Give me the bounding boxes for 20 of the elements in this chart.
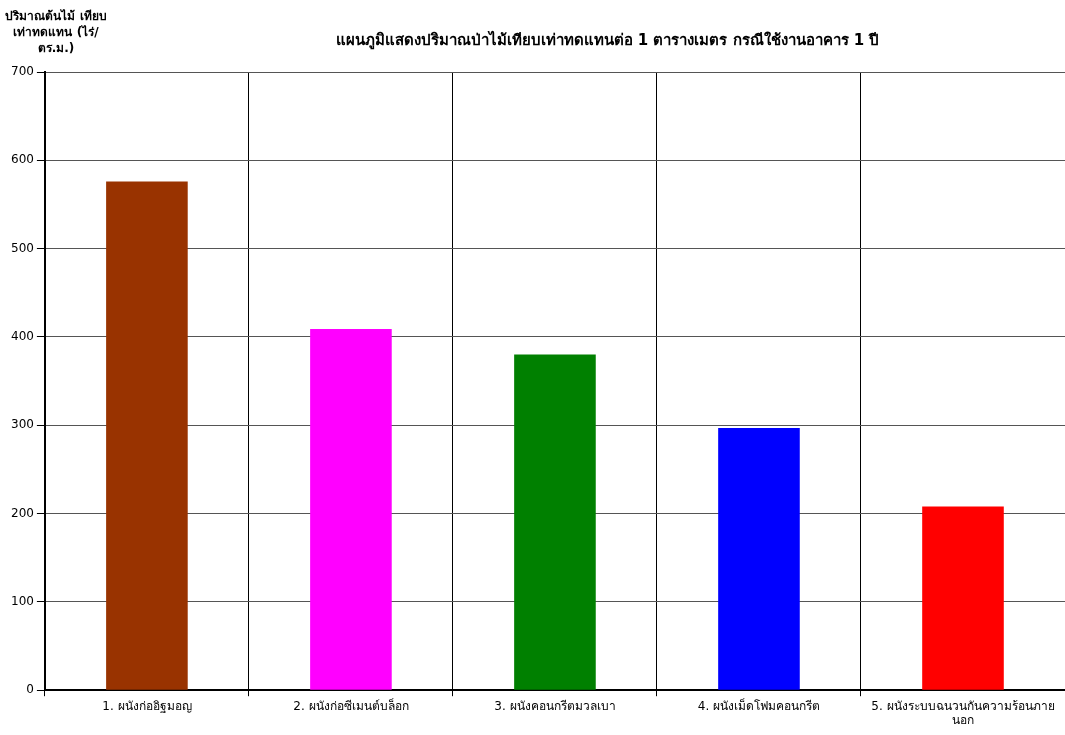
chart-title: แผนภูมิแสดงปริมาณป่าไม้เทียบเท่าทดแทนต่อ 1 ตารางเมตร กรณีใช้งานอาคาร 1 ปี: [334, 29, 881, 52]
y-tick-label: 600: [11, 152, 34, 167]
y-tick-label: 100: [11, 594, 34, 609]
x-tick-label: 5. ผนังระบบฉนวนกันความร้อนภายนอก: [871, 698, 1055, 727]
x-tick-label: 3. ผนังคอนกรีตมวลเบา: [494, 698, 616, 713]
bar: [514, 354, 596, 690]
bar: [106, 181, 188, 690]
y-tick-label: 700: [11, 64, 34, 79]
y-tick-label: 400: [11, 329, 34, 344]
bar: [718, 427, 800, 690]
x-tick-label: 4. ผนังเม็ดโฟมคอนกรีต: [697, 697, 821, 713]
bar: [922, 506, 1004, 690]
y-tick-label: 200: [11, 505, 34, 520]
y-tick-label: 500: [11, 240, 34, 255]
y-tick-label: 300: [11, 417, 34, 432]
y-tick-label: 0: [26, 682, 34, 697]
x-tick-label: 1. ผนังก่ออิฐมอญ: [102, 698, 192, 713]
bar: [310, 329, 392, 690]
x-tick-label: 2. ผนังก่อซีเมนต์บล็อก: [293, 697, 409, 713]
y-axis-title: ปริมาณต้นไม้ เทียบเท่าทดแทน (ไร่/ตร.ม.): [4, 8, 108, 56]
